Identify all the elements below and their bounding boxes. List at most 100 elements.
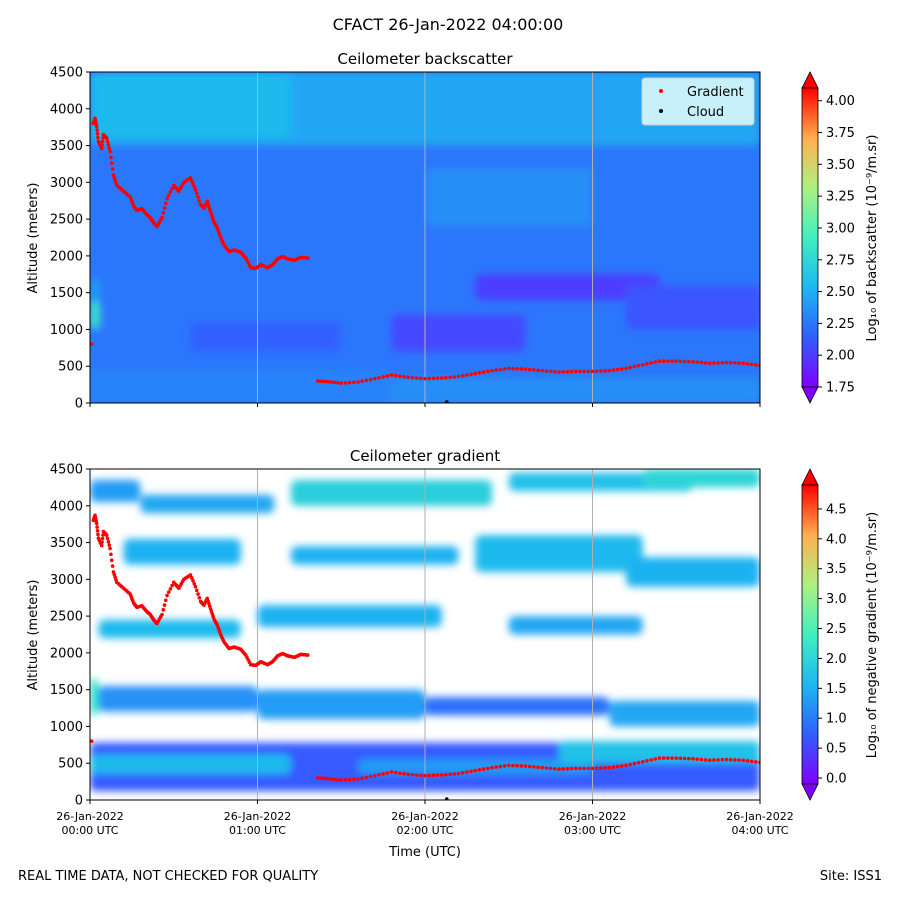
gradient-point <box>548 369 553 374</box>
backscatter-colorbar-ramp <box>801 87 819 388</box>
gradient-point <box>557 370 561 374</box>
gradient-point <box>107 543 112 547</box>
x-tick-label: 01:00 UTC <box>229 824 286 837</box>
gradient-point <box>515 763 519 768</box>
colorbar-tick-label: 2.5 <box>826 622 847 637</box>
gradient-point <box>94 124 99 129</box>
gradient-point <box>695 757 699 761</box>
gradient-point <box>94 521 99 526</box>
gradient-point <box>687 359 691 364</box>
gradient-point <box>666 359 670 363</box>
gradient-point <box>540 368 545 373</box>
gradient-point <box>385 771 390 775</box>
gradient-point <box>544 766 549 770</box>
gradient-point <box>481 370 486 374</box>
gradient-point <box>540 765 545 770</box>
gradient-point <box>670 359 674 363</box>
gradient-point <box>582 766 586 771</box>
gradient-point <box>653 360 658 364</box>
gradient-point <box>691 360 695 364</box>
x-axis-label: Time (UTC) <box>388 845 461 860</box>
gradient-point <box>193 187 198 192</box>
gradient-point <box>163 598 168 603</box>
gradient-colorbar: 0.0 0.5 1.0 1.5 2.0 2.5 3.0 3.5 4.0 4.5 Log₁₀ of … <box>801 468 880 801</box>
gradient-point <box>99 146 104 151</box>
gradient-point <box>699 757 704 762</box>
gradient-point <box>699 360 704 365</box>
gradient-point <box>749 362 754 367</box>
gradient-point <box>189 179 194 183</box>
gradient-point <box>427 376 431 381</box>
colorbar-tick-label: 1.5 <box>826 682 847 697</box>
gradient-point <box>377 773 381 777</box>
gradient-point <box>108 546 112 551</box>
gradient-point <box>393 770 398 775</box>
gradient-point <box>444 772 448 777</box>
gradient-point <box>645 759 649 763</box>
y-tick-label: 2000 <box>50 249 83 264</box>
gradient-point <box>456 771 461 776</box>
heatmap-patch <box>90 678 99 716</box>
gradient-point <box>419 773 423 778</box>
y-tick-label: 1500 <box>50 286 83 301</box>
gradient-point <box>360 776 364 781</box>
gradient-point <box>661 359 666 363</box>
gradient-point <box>754 363 758 367</box>
y-tick-label: 4500 <box>50 463 83 478</box>
gradient-point <box>582 369 586 374</box>
gradient-point <box>578 369 582 374</box>
gradient-point <box>329 777 334 781</box>
gradient-point <box>506 366 511 371</box>
x-tick-label: 04:00 UTC <box>731 824 788 837</box>
gradient-point <box>168 587 173 591</box>
gradient-point <box>398 374 402 378</box>
colorbar-tick-label: 2.75 <box>826 253 855 268</box>
gradient-point <box>197 595 202 600</box>
gradient-point <box>691 757 695 761</box>
heatmap-patch <box>90 754 291 775</box>
gradient-point <box>511 366 515 371</box>
gradient-point <box>414 773 419 777</box>
backscatter-y-axis-label: Altitude (meters) <box>26 183 41 294</box>
gradient-point <box>456 374 461 379</box>
gradient-point <box>192 184 197 189</box>
gradient-point <box>419 376 423 381</box>
heatmap-patch <box>291 546 459 565</box>
y-tick-label: 4500 <box>50 66 83 81</box>
colorbar-tick-label: 2.25 <box>826 317 855 332</box>
gradient-point <box>720 360 725 365</box>
gradient-point <box>741 361 746 366</box>
heatmap-patch <box>475 535 643 572</box>
heatmap-patch <box>257 689 425 720</box>
colorbar-tick-label: 2.00 <box>826 349 855 364</box>
colorbar-tick-label: 3.00 <box>826 221 855 236</box>
gradient-point <box>486 766 490 771</box>
gradient-point <box>439 376 444 380</box>
gradient-point <box>561 767 565 771</box>
gradient-point <box>332 380 337 385</box>
y-tick-label: 1000 <box>50 323 83 338</box>
gradient-point <box>565 766 570 771</box>
gradient-point <box>427 773 431 778</box>
gradient-point <box>469 769 473 774</box>
heatmap-patch <box>475 274 660 301</box>
gradient-point <box>385 374 390 378</box>
y-tick-label: 0 <box>75 794 83 809</box>
x-tick-label: 26-Jan-2022 <box>391 810 459 823</box>
gradient-point <box>599 369 603 373</box>
gradient-point <box>166 193 171 198</box>
gradient-point <box>703 758 708 762</box>
x-tick-label: 26-Jan-2022 <box>56 810 124 823</box>
gradient-point <box>532 765 536 769</box>
heatmap-patch <box>98 685 258 712</box>
heatmap-patch <box>508 616 643 635</box>
legend-cloud-marker <box>659 109 663 113</box>
gradient-point <box>460 373 465 378</box>
gradient-point <box>620 764 624 768</box>
colorbar-tick-label: 4.00 <box>826 94 855 109</box>
colorbar-tick-label: 2.0 <box>826 652 847 667</box>
gradient-point <box>741 758 746 763</box>
gradient-point <box>494 368 498 372</box>
gradient-point <box>607 368 612 373</box>
y-tick-label: 3500 <box>50 536 83 551</box>
